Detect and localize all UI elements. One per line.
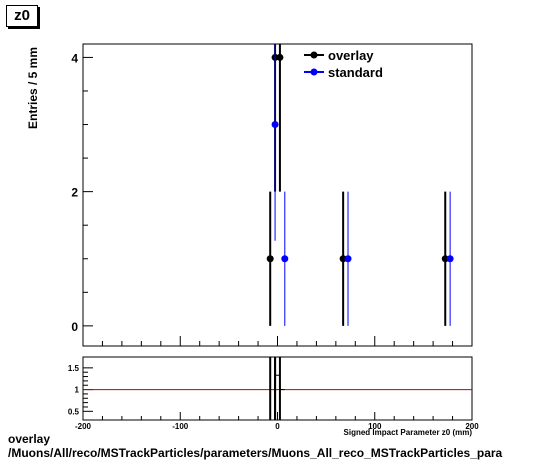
footer-line-1: overlay [8,432,51,446]
main-frame [82,43,473,347]
main-axis-ticks: 0 2 4 [71,51,473,346]
data-point [344,255,352,263]
x-tick-label: 0 [275,422,280,431]
x-tick-label: 200 [465,422,479,431]
x-tick-label: -200 [75,422,92,431]
ratio-axis-ticks: 0.5 1 1.5 -200 -100 0 100 200 [68,364,479,431]
legend: overlay standard [304,48,383,80]
legend-marker [310,68,318,76]
data-point [446,255,454,263]
main-data-points [266,44,454,326]
data-point [271,121,279,129]
ratio-panel [82,356,473,421]
y-tick-label: 4 [71,51,78,65]
x-axis-label: Signed Impact Parameter z0 (mm) [344,428,473,437]
ratio-y-tick-label: 0.5 [68,407,80,416]
legend-label: overlay [328,48,374,63]
x-tick-label: -100 [172,422,189,431]
x-tick-label: 100 [368,422,382,431]
ratio-y-tick-label: 1 [75,386,80,395]
footer-line-2: /Muons/All/reco/MSTrackParticles/paramet… [8,446,503,460]
main-panel [82,43,473,347]
data-point [276,53,284,61]
chart-title: z0 [6,5,38,27]
footer-path: overlay /Muons/All/reco/MSTrackParticles… [8,432,502,460]
data-point [339,255,347,263]
y-tick-label: 0 [71,320,78,334]
data-point [441,255,449,263]
legend-marker [310,51,318,59]
y-tick-label: 2 [71,186,78,200]
ratio-y-tick-label: 1.5 [68,364,80,373]
data-point [281,255,289,263]
y-axis-label: Entries / 5 mm [26,47,40,129]
ratio-data-points [83,357,472,420]
legend-label: standard [328,65,383,80]
ratio-frame [82,356,473,421]
data-point [266,255,274,263]
